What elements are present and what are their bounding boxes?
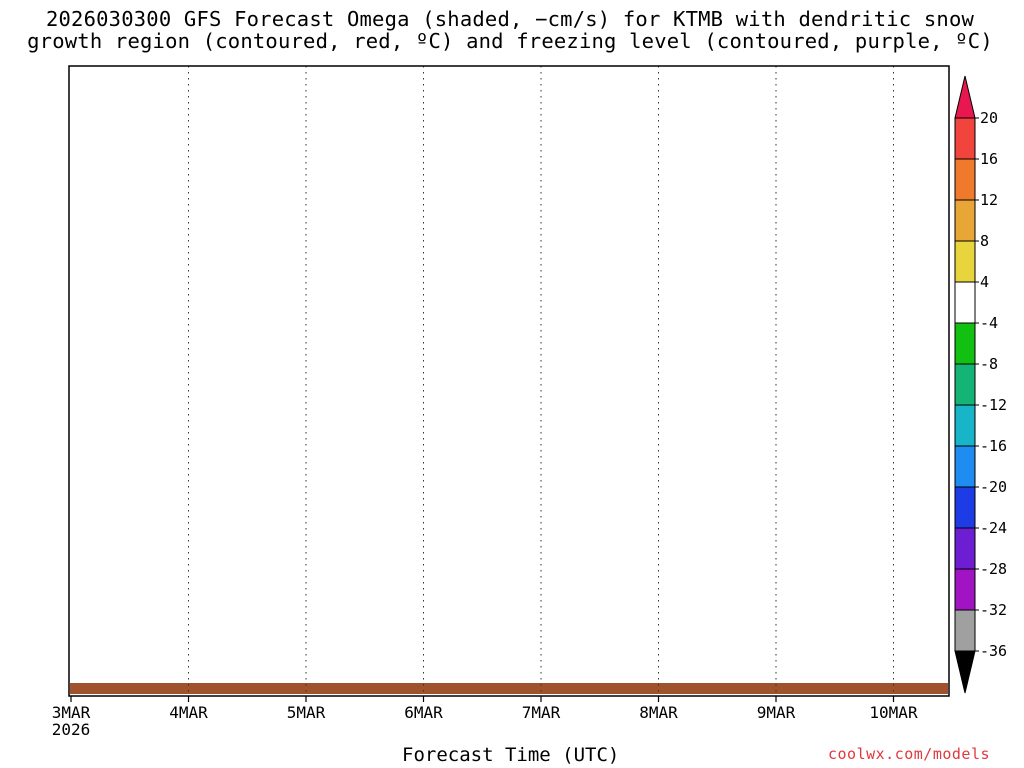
- colorbar-box-3: [954, 240, 976, 283]
- colorbar-label--36: -36: [980, 642, 1007, 660]
- colorbar-label-16: 16: [980, 150, 998, 168]
- colorbar-top-arrow: [954, 75, 976, 119]
- colorbar: 20 16 12 8 4 -4 -8 -12 -16 -20 -24 -28 -32 -36: [954, 75, 1007, 694]
- plot-frame: [68, 65, 950, 697]
- x-axis-label: Forecast Time (UTC): [402, 744, 620, 766]
- colorbar-label-12: 12: [980, 191, 998, 209]
- colorbar-label--28: -28: [980, 560, 1007, 578]
- colorbar-label--32: -32: [980, 601, 1007, 619]
- colorbar-bottom-arrow: [954, 650, 976, 694]
- x-tick-label-6MAR: 6MAR: [404, 703, 443, 722]
- colorbar-label-4: 4: [980, 273, 989, 291]
- colorbar-box-2: [954, 199, 976, 242]
- x-tick-label-4MAR: 4MAR: [169, 703, 208, 722]
- colorbar-box-6: [954, 363, 976, 406]
- colorbar-box-9: [954, 486, 976, 529]
- colorbar-label--4: -4: [980, 314, 998, 332]
- chart-title-line-1: 2026030300 GFS Forecast Omega (shaded, −…: [45, 7, 975, 31]
- colorbar-box-12: [954, 609, 976, 652]
- chart-title: 2026030300 GFS Forecast Omega (shaded, −…: [0, 8, 1020, 52]
- chart-title-line-2: growth region (contoured, red, ºC) and f…: [27, 29, 993, 53]
- colorbar-label--24: -24: [980, 519, 1007, 537]
- colorbar-label--16: -16: [980, 437, 1007, 455]
- colorbar-box-4: [954, 281, 976, 324]
- colorbar-label--8: -8: [980, 355, 998, 373]
- colorbar-box-1: [954, 158, 976, 201]
- x-tick-sublabel-year: 2026: [52, 720, 91, 739]
- colorbar-label-8: 8: [980, 232, 989, 250]
- ground-surface: [70, 683, 948, 694]
- colorbar-box-5: [954, 322, 976, 365]
- colorbar-label--20: -20: [980, 478, 1007, 496]
- x-tick-label-7MAR: 7MAR: [522, 703, 561, 722]
- x-tick-label-9MAR: 9MAR: [757, 703, 796, 722]
- colorbar-box-8: [954, 445, 976, 488]
- colorbar-label--12: -12: [980, 396, 1007, 414]
- x-tick-label-5MAR: 5MAR: [287, 703, 326, 722]
- x-tick-label-3MAR: 3MAR: [52, 703, 91, 722]
- colorbar-box-7: [954, 404, 976, 447]
- colorbar-label-20: 20: [980, 109, 998, 127]
- colorbar-box-10: [954, 527, 976, 570]
- colorbar-box-11: [954, 568, 976, 611]
- colorbar-box-0: [954, 117, 976, 160]
- x-tick-label-8MAR: 8MAR: [639, 703, 678, 722]
- grid-lines: [188, 66, 894, 696]
- credit-link[interactable]: coolwx.com/models: [828, 745, 991, 763]
- x-tick-label-10MAR: 10MAR: [869, 703, 918, 722]
